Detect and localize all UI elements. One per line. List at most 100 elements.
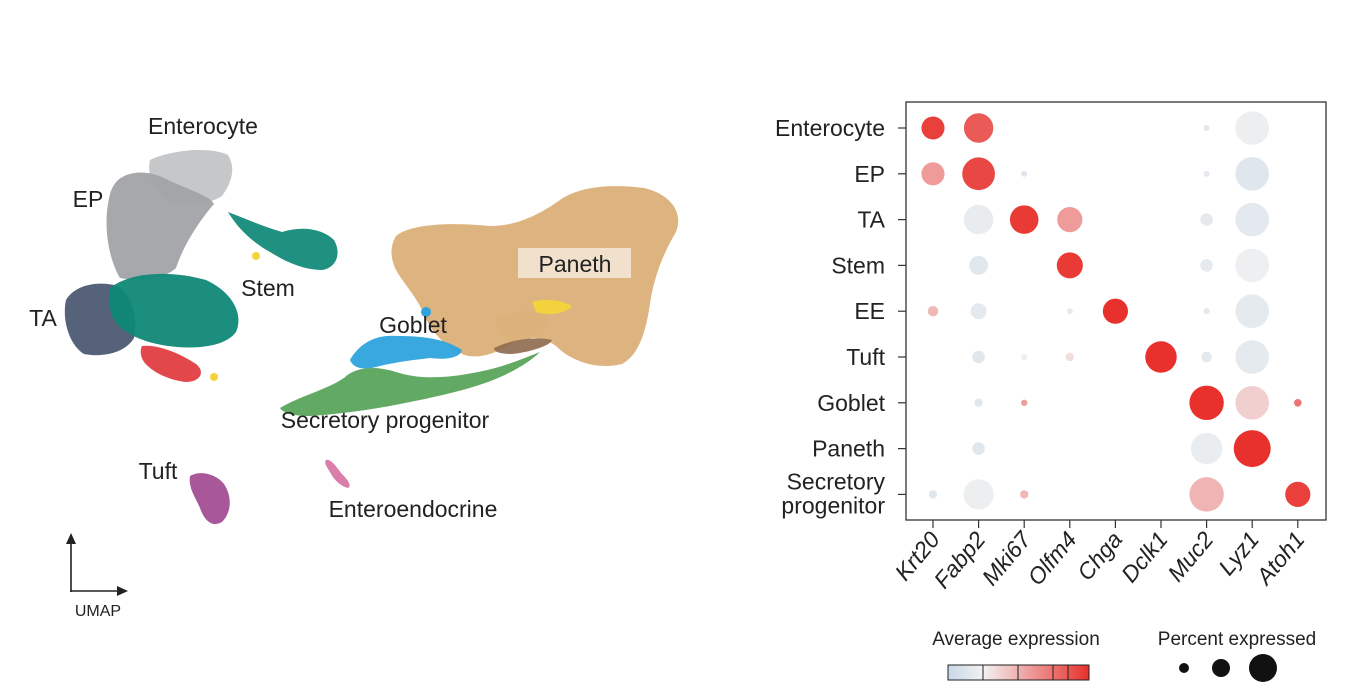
dot bbox=[963, 113, 994, 143]
label-secretory-progenitor: Secretory progenitor bbox=[281, 407, 490, 433]
umap-axis-label: UMAP bbox=[75, 603, 121, 620]
dot bbox=[1200, 259, 1213, 272]
dot bbox=[1021, 170, 1028, 177]
cluster-enteroendocrine bbox=[325, 459, 350, 488]
dot bbox=[970, 303, 987, 320]
dot bbox=[927, 305, 939, 317]
dot bbox=[974, 398, 983, 407]
dots bbox=[921, 111, 1311, 512]
dot bbox=[1285, 481, 1311, 507]
legend: Average expression Percent expressed bbox=[932, 629, 1316, 682]
cluster-yellow-stem bbox=[252, 252, 260, 260]
dot bbox=[1190, 432, 1223, 465]
dot bbox=[1235, 157, 1269, 191]
column-label: Atoh1 bbox=[1250, 527, 1310, 591]
row-labels: Enterocyte EP TA Stem EE Tuft Goblet Paneth Secr… bbox=[775, 115, 886, 518]
legend-size-dot-medium bbox=[1212, 659, 1230, 677]
dot bbox=[1021, 353, 1028, 361]
umap-axes: UMAP bbox=[66, 533, 128, 620]
cluster-yellow-ta bbox=[210, 373, 218, 381]
dot bbox=[1235, 202, 1269, 237]
row-label: Paneth bbox=[812, 436, 885, 462]
dot bbox=[1203, 170, 1210, 177]
label-enteroendocrine: Enteroendocrine bbox=[329, 496, 498, 522]
dot bbox=[1065, 352, 1075, 362]
dot bbox=[1009, 205, 1039, 234]
dot bbox=[963, 204, 994, 235]
row-label: Goblet bbox=[817, 390, 885, 416]
dot bbox=[1235, 248, 1269, 283]
row-label: Stem bbox=[831, 252, 885, 278]
label-enterocyte: Enterocyte bbox=[148, 113, 258, 139]
umap-arrow-right-icon bbox=[117, 586, 128, 596]
label-goblet: Goblet bbox=[379, 312, 447, 338]
cluster-yellow-paneth bbox=[532, 299, 572, 314]
dot bbox=[1201, 351, 1212, 363]
label-paneth: Paneth bbox=[539, 251, 612, 277]
row-label: Tuft bbox=[846, 344, 885, 370]
dot bbox=[962, 157, 995, 191]
legend-size-title: Percent expressed bbox=[1158, 629, 1316, 650]
column-label: Olfm4 bbox=[1022, 527, 1081, 591]
column-label: Muc2 bbox=[1162, 526, 1218, 586]
dot bbox=[1235, 340, 1269, 374]
column-labels: Krt20Fabp2Mki67Olfm4ChgaDclk1Muc2Lyz1Ato… bbox=[890, 526, 1310, 594]
dot bbox=[1145, 341, 1177, 373]
dot bbox=[921, 162, 945, 186]
row-label: EE bbox=[854, 298, 885, 324]
cluster-brown bbox=[494, 338, 552, 354]
dot bbox=[1200, 213, 1213, 226]
legend-size-dot-large bbox=[1249, 654, 1277, 682]
dot bbox=[1189, 477, 1224, 512]
dot bbox=[1021, 399, 1028, 406]
cluster-ep bbox=[106, 172, 214, 280]
label-ep: EP bbox=[73, 186, 104, 212]
column-label: Dclk1 bbox=[1116, 527, 1173, 588]
row-label: TA bbox=[857, 207, 885, 233]
dot bbox=[963, 479, 994, 510]
dot bbox=[972, 350, 985, 364]
dot bbox=[928, 490, 938, 499]
cluster-paneth-lower bbox=[496, 311, 549, 340]
dot bbox=[1102, 298, 1128, 324]
legend-color-title: Average expression bbox=[932, 629, 1100, 650]
dot bbox=[1235, 111, 1269, 145]
dot bbox=[1189, 385, 1224, 421]
row-label: Secretory progenitor bbox=[781, 468, 885, 518]
column-label: Mki67 bbox=[977, 526, 1037, 591]
dot bbox=[972, 442, 985, 455]
column-label: Fabp2 bbox=[929, 526, 991, 593]
dot bbox=[969, 255, 989, 275]
dot bbox=[1203, 125, 1210, 131]
umap-labels: Enterocyte EP TA Stem Goblet Paneth Secr… bbox=[29, 113, 631, 522]
cluster-goblet-dot bbox=[421, 307, 431, 317]
umap-arrow-up-icon bbox=[66, 533, 76, 544]
cluster-tuft bbox=[189, 473, 230, 525]
dot bbox=[1294, 399, 1302, 407]
legend-size-dot-small bbox=[1179, 663, 1189, 673]
row-label: EP bbox=[854, 161, 885, 187]
cluster-goblet bbox=[350, 335, 462, 369]
dot bbox=[1057, 207, 1083, 233]
dot bbox=[1203, 308, 1210, 315]
dotplot-panel: Enterocyte EP TA Stem EE Tuft Goblet Paneth Secr… bbox=[775, 101, 1327, 682]
dot bbox=[1235, 294, 1269, 329]
dot bbox=[1235, 386, 1269, 420]
column-label: Chga bbox=[1072, 527, 1127, 586]
label-tuft: Tuft bbox=[139, 458, 178, 484]
cluster-stem-main bbox=[108, 273, 239, 348]
axis-ticks bbox=[898, 127, 1299, 528]
dot bbox=[1233, 430, 1271, 468]
dot bbox=[1056, 252, 1083, 279]
cluster-red bbox=[140, 345, 201, 382]
dot bbox=[1066, 308, 1073, 315]
dot bbox=[921, 116, 945, 140]
paneth-label-bg bbox=[518, 248, 631, 278]
label-ta: TA bbox=[29, 305, 57, 331]
row-label: Enterocyte bbox=[775, 115, 885, 141]
label-stem: Stem bbox=[241, 275, 295, 301]
cluster-secretory-progenitor bbox=[280, 352, 540, 416]
cluster-stem-upper bbox=[228, 212, 338, 270]
dot bbox=[1019, 490, 1029, 499]
